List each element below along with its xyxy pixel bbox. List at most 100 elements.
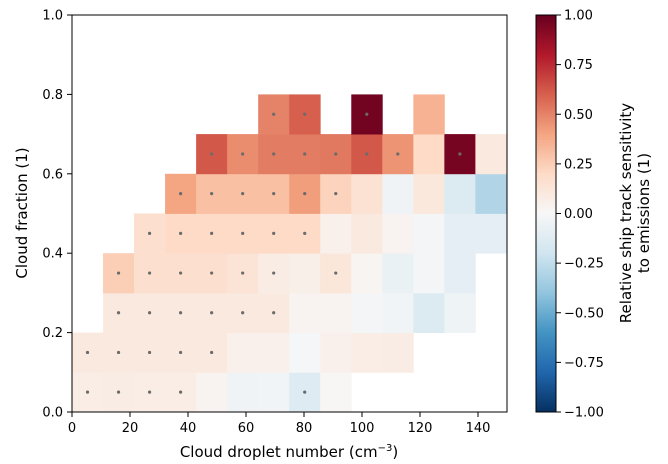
colorbar-tick-label: 0.75 (564, 58, 593, 73)
significance-dot (210, 231, 214, 235)
heatmap-cell (475, 173, 508, 214)
significance-dot (210, 192, 214, 196)
significance-dot (241, 311, 245, 315)
heatmap-cell (258, 372, 290, 413)
colorbar (535, 14, 557, 413)
x-axis-label-superscript: −3 (378, 443, 393, 454)
heatmap-cell (444, 253, 476, 294)
significance-dot (365, 152, 369, 156)
heatmap-cell (351, 292, 383, 333)
plot-frame (71, 14, 508, 413)
significance-dot (210, 350, 214, 355)
colorbar-ticks: 1.00 0.75 0.50 0.25 0.00 −0.25 −0.50 −0.75 −1.00 (556, 9, 604, 421)
colorbar-label-line-2: to emissions (1) (635, 153, 653, 273)
heatmap-cells (72, 94, 508, 413)
heatmap-cell (196, 372, 228, 413)
heatmap-cell (382, 292, 414, 333)
significance-dot (303, 192, 307, 196)
heatmap-cell (444, 173, 476, 214)
significance-dot (210, 271, 214, 275)
y-tick-label: 0.0 (42, 406, 63, 421)
heatmap-cell (382, 332, 414, 373)
heatmap-cell (289, 253, 321, 294)
x-tick-label: 20 (122, 421, 139, 436)
heatmap-cell (351, 173, 383, 214)
heatmap-cell (413, 173, 445, 214)
x-axis-ticks: 0 20 40 60 80 100 120 140 (68, 412, 490, 436)
significance-dot (334, 192, 338, 196)
x-axis-label-main: Cloud droplet number (cm (180, 443, 378, 461)
heatmap-cell (475, 213, 508, 254)
significance-dot (179, 350, 183, 355)
significance-dot (147, 311, 152, 315)
colorbar-tick-label: 0.50 (564, 108, 593, 123)
colorbar-tick-label: 0.25 (564, 157, 593, 172)
significance-dot (272, 231, 276, 235)
colorbar-tick-label: −0.25 (564, 257, 604, 272)
x-axis-label: Cloud droplet number (cm−3) (180, 443, 398, 461)
significance-dot (210, 311, 214, 315)
heatmap-cell (320, 332, 352, 373)
x-tick-label: 100 (350, 421, 375, 436)
colorbar-label-line-1: Relative ship track sensitivity (617, 103, 635, 323)
y-axis-ticks: 0.0 0.2 0.4 0.6 0.8 1.0 (42, 9, 72, 421)
heatmap-cell (413, 213, 445, 254)
colorbar-tick-label: 0.00 (564, 207, 593, 222)
heatmap-cell (351, 253, 383, 294)
x-tick-label: 40 (180, 421, 197, 436)
significance-dot (272, 112, 276, 116)
significance-dot (458, 152, 462, 156)
significance-dot (334, 152, 338, 156)
x-axis-label-end: ) (392, 443, 398, 461)
heatmap-cell (413, 134, 445, 175)
y-tick-label: 0.2 (42, 326, 63, 341)
significance-dot (241, 231, 245, 235)
significance-dot (147, 231, 152, 235)
significance-dot (334, 271, 338, 275)
significance-dot (365, 112, 369, 116)
significance-dots (85, 112, 462, 394)
significance-dot (272, 152, 276, 156)
significance-dot (241, 152, 245, 156)
significance-dot (303, 152, 307, 156)
significance-dot (116, 311, 121, 315)
y-tick-label: 0.6 (42, 167, 63, 182)
colorbar-tick-label: −0.50 (564, 306, 604, 321)
colorbar-label: Relative ship track sensitivity to emiss… (617, 103, 653, 323)
y-tick-label: 0.8 (42, 88, 63, 103)
significance-dot (147, 271, 152, 275)
significance-dot (85, 390, 90, 394)
significance-dot (179, 311, 183, 315)
heatmap-cell (320, 292, 352, 333)
heatmap-cell (289, 332, 321, 373)
heatmap-cell (413, 94, 445, 135)
colorbar-tick-label: −0.75 (564, 356, 604, 371)
heatmap-cell (382, 173, 414, 214)
heatmap-cell (227, 372, 259, 413)
heatmap-cell (382, 213, 414, 254)
y-axis-label: Cloud fraction (1) (13, 147, 31, 278)
significance-dot (116, 350, 121, 355)
significance-dot (303, 231, 307, 235)
x-tick-label: 0 (68, 421, 76, 436)
significance-dot (241, 271, 245, 275)
significance-dot (179, 390, 183, 394)
heatmap-cell (320, 213, 352, 254)
significance-dot (303, 390, 307, 394)
heatmap-cell (475, 134, 508, 175)
heatmap-cell (289, 292, 321, 333)
significance-dot (147, 390, 152, 394)
heatmap-cell (413, 292, 445, 333)
heatmap-cell (320, 372, 352, 413)
significance-dot (179, 192, 183, 196)
x-tick-label: 120 (408, 421, 433, 436)
significance-dot (116, 271, 121, 275)
heatmap-cell (258, 332, 290, 373)
x-tick-label: 60 (238, 421, 255, 436)
significance-dot (179, 231, 183, 235)
significance-dot (179, 271, 183, 275)
significance-dot (241, 192, 245, 196)
heatmap-cell (382, 253, 414, 294)
heatmap-cell (413, 253, 445, 294)
